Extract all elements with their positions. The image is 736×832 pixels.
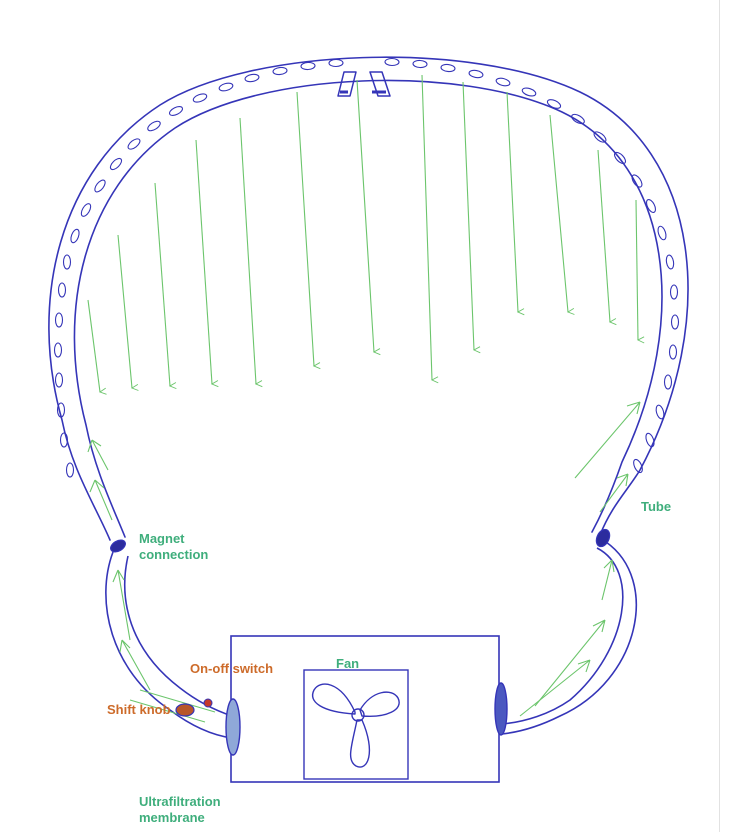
left-lower-airflow [112,569,216,723]
magnet-connection-right [595,528,611,548]
tube-arc-inner [73,79,663,538]
right-lower-airflow [519,559,615,717]
label-magnet-line1: Magnet [139,531,185,546]
tube-perforations [53,57,680,478]
fan-enclosure [303,669,409,780]
on-off-switch [203,698,213,708]
label-fan: Fan [336,656,360,671]
page-divider [719,0,720,832]
fan-icon [311,683,400,768]
label-uf-line2: membrane [139,810,205,825]
airflow-down-arrows [87,74,638,392]
tube-arc-outer [48,56,689,541]
label-magnet-connection: Magnet connection [139,531,208,563]
tube-arc [48,56,689,541]
label-ultrafiltration-membrane: Ultrafiltration membrane [139,794,221,826]
housing-box [230,635,500,783]
left-lower-tube [105,551,233,739]
airflow-tube-arrows [87,401,641,521]
ultrafiltration-membrane-right [494,682,508,736]
magnet-connection-left [110,539,126,553]
label-uf-line1: Ultrafiltration [139,794,221,809]
label-magnet-line2: connection [139,547,209,562]
ultrafiltration-membrane-left [225,698,241,756]
label-tube: Tube [641,499,672,514]
right-lower-tube [501,541,638,735]
nozzle-icon [337,71,391,97]
label-on-off-switch: On-off switch [190,661,274,676]
shift-knob [175,703,195,717]
label-shift-knob: Shift knob [107,702,171,717]
